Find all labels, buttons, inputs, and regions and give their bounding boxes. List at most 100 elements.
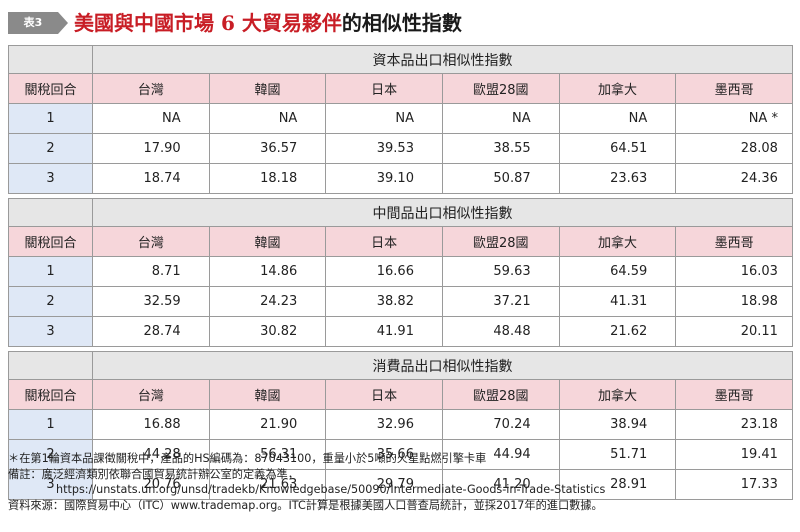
- table-title: 美國與中國市場 6 大貿易夥伴的相似性指數: [74, 9, 462, 37]
- column-header: 墨西哥: [675, 226, 793, 257]
- value-cell: 64.59: [558, 256, 677, 287]
- section-table: 資本品出口相似性指數 關稅回合 台灣 韓國 日本 歐盟28國 加拿大 墨西哥 1 NA NA NA NA…: [8, 45, 793, 194]
- value-cell: 24.23: [208, 286, 327, 317]
- value-cell: 28.91: [558, 469, 677, 500]
- round-number-cell: 2: [8, 439, 93, 470]
- value-cell: 64.51: [558, 133, 677, 164]
- column-header: 日本: [325, 73, 443, 104]
- column-header: 日本: [325, 226, 443, 257]
- column-header: 加拿大: [558, 226, 677, 257]
- value-cell: 35.66: [325, 439, 443, 470]
- value-cell: 41.91: [325, 316, 443, 347]
- round-number-cell: 3: [8, 469, 93, 500]
- value-cell: NA: [441, 103, 560, 134]
- value-cell: 32.59: [92, 286, 210, 317]
- value-cell: NA: [325, 103, 443, 134]
- value-cell: 18.18: [208, 163, 327, 194]
- section-title-blank: [8, 351, 93, 380]
- table-title-highlight: 美國與中國市場 6 大貿易夥伴: [74, 11, 342, 35]
- value-cell: 18.98: [675, 286, 793, 317]
- data-source: 資料來源：國際貿易中心（ITC）www.trademap.org。ITC計算是根…: [8, 498, 603, 512]
- column-header-row: 關稅回合 台灣 韓國 日本 歐盟28國 加拿大 墨西哥: [8, 73, 793, 104]
- column-header: 韓國: [208, 226, 327, 257]
- value-cell: 36.57: [208, 133, 327, 164]
- column-header: 墨西哥: [675, 379, 793, 410]
- column-header-row: 關稅回合 台灣 韓國 日本 歐盟28國 加拿大 墨西哥: [8, 379, 793, 410]
- value-cell: 17.33: [675, 469, 793, 500]
- value-cell: 41.20: [441, 469, 560, 500]
- value-cell: 28.74: [92, 316, 210, 347]
- value-cell: 20.76: [92, 469, 210, 500]
- round-number-cell: 2: [8, 133, 93, 164]
- value-cell: 59.63: [441, 256, 560, 287]
- value-cell: 32.96: [325, 409, 443, 440]
- table-number-badge: 表3: [8, 12, 58, 34]
- section-title-row: 資本品出口相似性指數: [8, 45, 793, 74]
- column-header: 韓國: [208, 73, 327, 104]
- value-cell: NA: [92, 103, 210, 134]
- table-row: 1 NA NA NA NA NA NA *: [8, 103, 793, 134]
- value-cell: 8.71: [92, 256, 210, 287]
- value-cell: NA *: [675, 103, 793, 134]
- table-row: 3 20.76 21.63 29.79 41.20 28.91 17.33: [8, 469, 793, 500]
- value-cell: 39.10: [325, 163, 443, 194]
- column-header: 關稅回合: [8, 226, 93, 257]
- section-table: 中間品出口相似性指數 關稅回合 台灣 韓國 日本 歐盟28國 加拿大 墨西哥 1 8.71 14.8…: [8, 198, 793, 347]
- round-number-cell: 2: [8, 286, 93, 317]
- value-cell: 37.21: [441, 286, 560, 317]
- column-header: 台灣: [92, 73, 210, 104]
- value-cell: 44.94: [441, 439, 560, 470]
- column-header: 歐盟28國: [441, 226, 560, 257]
- value-cell: NA: [208, 103, 327, 134]
- value-cell: 21.63: [208, 469, 327, 500]
- column-header: 加拿大: [558, 73, 677, 104]
- column-header: 日本: [325, 379, 443, 410]
- value-cell: 38.55: [441, 133, 560, 164]
- section-title-blank: [8, 45, 93, 74]
- value-cell: 17.90: [92, 133, 210, 164]
- reference-url: https://unstats.un.org/unsd/tradekb/Know…: [56, 483, 606, 496]
- value-cell: 50.87: [441, 163, 560, 194]
- value-cell: 70.24: [441, 409, 560, 440]
- remark: 備註：廣泛經濟類別依聯合國貿易統計辦公室的定義為準，: [8, 467, 299, 481]
- column-header: 加拿大: [558, 379, 677, 410]
- round-number-cell: 3: [8, 163, 93, 194]
- value-cell: NA: [558, 103, 677, 134]
- table-row: 1 16.88 21.90 32.96 70.24 38.94 23.18: [8, 409, 793, 440]
- value-cell: 48.48: [441, 316, 560, 347]
- value-cell: 16.88: [92, 409, 210, 440]
- table-row: 2 17.90 36.57 39.53 38.55 64.51 28.08: [8, 133, 793, 164]
- footnote: ＊在第1輪資本品課徵關稅中，產品的HS編碼為：87043100，重量小於5噸的火…: [8, 452, 487, 465]
- value-cell: 30.82: [208, 316, 327, 347]
- section-title-row: 消費品出口相似性指數: [8, 351, 793, 380]
- table-row: 3 28.74 30.82 41.91 48.48 21.62 20.11: [8, 316, 793, 347]
- section-table: 消費品出口相似性指數 關稅回合 台灣 韓國 日本 歐盟28國 加拿大 墨西哥 1 16.88 21.…: [8, 351, 793, 500]
- table-title-rest: 的相似性指數: [341, 11, 462, 35]
- value-cell: 38.82: [325, 286, 443, 317]
- column-header: 韓國: [208, 379, 327, 410]
- table-row: 3 18.74 18.18 39.10 50.87 23.63 24.36: [8, 163, 793, 194]
- similarity-index-tables: 資本品出口相似性指數 關稅回合 台灣 韓國 日本 歐盟28國 加拿大 墨西哥 1 NA NA NA NA…: [8, 45, 793, 504]
- value-cell: 21.62: [558, 316, 677, 347]
- section-title: 資本品出口相似性指數: [92, 45, 793, 74]
- column-header-row: 關稅回合 台灣 韓國 日本 歐盟28國 加拿大 墨西哥: [8, 226, 793, 257]
- value-cell: 23.63: [558, 163, 677, 194]
- column-header: 關稅回合: [8, 73, 93, 104]
- table-row: 1 8.71 14.86 16.66 59.63 64.59 16.03: [8, 256, 793, 287]
- column-header: 墨西哥: [675, 73, 793, 104]
- column-header: 歐盟28國: [441, 379, 560, 410]
- round-number-cell: 1: [8, 256, 93, 287]
- value-cell: 16.03: [675, 256, 793, 287]
- value-cell: 24.36: [675, 163, 793, 194]
- round-number-cell: 1: [8, 409, 93, 440]
- value-cell: 16.66: [325, 256, 443, 287]
- value-cell: 41.31: [558, 286, 677, 317]
- round-number-cell: 1: [8, 103, 93, 134]
- table-header: 表3 美國與中國市場 6 大貿易夥伴的相似性指數: [8, 8, 792, 36]
- value-cell: 20.11: [675, 316, 793, 347]
- section-title-blank: [8, 198, 93, 227]
- section-title: 消費品出口相似性指數: [92, 351, 793, 380]
- value-cell: 28.08: [675, 133, 793, 164]
- value-cell: 39.53: [325, 133, 443, 164]
- round-number-cell: 3: [8, 316, 93, 347]
